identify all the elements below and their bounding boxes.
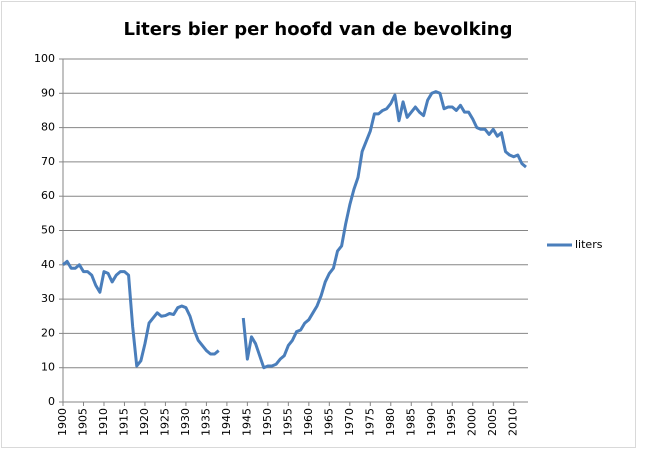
y-tick-label: 10: [41, 361, 55, 374]
x-tick-label: 1925: [158, 408, 171, 436]
y-tick-label: 40: [41, 258, 55, 271]
y-tick-label: 100: [34, 52, 55, 65]
x-tick-label: 1985: [404, 408, 417, 436]
legend-label: liters: [575, 238, 603, 251]
x-tick-label: 1955: [281, 408, 294, 436]
y-tick-label: 90: [41, 86, 55, 99]
y-tick-label: 60: [41, 189, 55, 202]
x-tick-label: 1965: [322, 408, 335, 436]
x-tick-label: 1940: [220, 408, 233, 436]
y-tick-label: 50: [41, 224, 55, 237]
y-tick-label: 30: [41, 292, 55, 305]
x-tick-label: 1980: [384, 408, 397, 436]
x-tick-label: 1930: [179, 408, 192, 436]
x-tick-label: 1960: [302, 408, 315, 436]
series-line: [62, 90, 527, 370]
x-tick-label: 1945: [240, 408, 253, 436]
x-tick-label: 1970: [343, 408, 356, 436]
y-tick-label: 20: [41, 326, 55, 339]
x-tick-label: 1915: [117, 408, 130, 436]
x-tick-label: 1905: [76, 408, 89, 436]
x-tick-label: 1910: [97, 408, 110, 436]
x-tick-label: 2005: [486, 408, 499, 436]
x-tick-label: 1935: [199, 408, 212, 436]
chart-border: [1, 1, 636, 448]
x-tick-label: 2000: [466, 408, 479, 436]
y-tick-label: 70: [41, 155, 55, 168]
x-tick-label: 1920: [138, 408, 151, 436]
x-tick-label: 1950: [261, 408, 274, 436]
x-tick-label: 1995: [445, 408, 458, 436]
chart-title: Liters bier per hoofd van de bevolking: [123, 19, 512, 40]
y-tick-label: 80: [41, 121, 55, 134]
y-tick-label: 0: [48, 395, 55, 408]
x-tick-label: 1990: [425, 408, 438, 436]
x-tick-label: 1900: [56, 408, 69, 436]
x-tick-label: 1975: [363, 408, 376, 436]
x-tick-label: 2010: [507, 408, 520, 436]
